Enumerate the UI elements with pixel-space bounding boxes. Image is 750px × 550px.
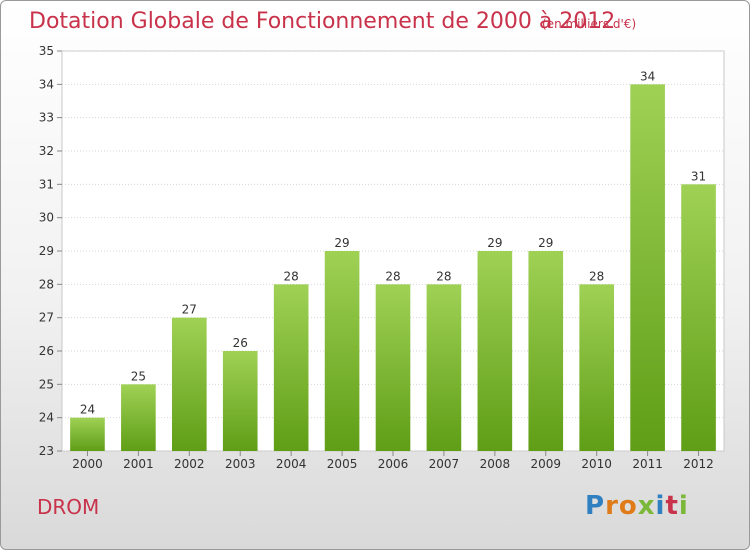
chart-title: Dotation Globale de Fonctionnement de 20… — [29, 9, 616, 34]
y-tick-label: 27 — [39, 311, 54, 325]
x-tick-label-2009: 2009 — [530, 457, 561, 471]
bar-2011 — [630, 84, 665, 451]
x-tick-label-2010: 2010 — [581, 457, 612, 471]
y-tick-label: 25 — [39, 377, 54, 391]
x-tick-label-2005: 2005 — [327, 457, 358, 471]
x-tick-label-2007: 2007 — [429, 457, 460, 471]
data-label-2003: 26 — [233, 336, 248, 350]
bar-2004 — [273, 284, 309, 451]
data-label-2008: 29 — [487, 236, 502, 250]
bars: 24 25 27 26 28 29 28 28 29 29 28 34 31 — [70, 69, 716, 452]
x-tick-label-2000: 2000 — [72, 457, 103, 471]
x-tick-label-2003: 2003 — [225, 457, 256, 471]
y-tick-label: 31 — [39, 177, 54, 191]
y-tick-label: 29 — [39, 244, 54, 258]
y-tick-label: 28 — [39, 277, 54, 291]
logo-letter: i — [678, 491, 689, 521]
logo-letter: P — [585, 491, 606, 521]
bar-2009 — [528, 251, 564, 451]
logo-letter: i — [655, 491, 666, 521]
y-tick-label: 26 — [39, 344, 54, 358]
logo-letter: o — [618, 491, 638, 521]
x-tick-label-2001: 2001 — [123, 457, 154, 471]
commune-name: DROM — [37, 495, 100, 519]
y-axis: 23 24 25 26 27 28 29 30 31 32 33 34 35 — [39, 44, 62, 458]
data-label-2007: 28 — [436, 269, 451, 283]
y-tick-label: 35 — [39, 44, 54, 58]
bar-2002 — [171, 317, 207, 451]
data-label-2002: 27 — [182, 303, 197, 317]
proxiti-logo[interactable]: Proxiti — [585, 491, 689, 521]
y-tick-label: 30 — [39, 211, 54, 225]
data-label-2001: 25 — [131, 369, 146, 383]
bar-2010 — [579, 284, 615, 451]
bar-2006 — [375, 284, 411, 451]
data-label-2006: 28 — [385, 269, 400, 283]
bar-2007 — [426, 284, 462, 451]
x-tick-label-2002: 2002 — [174, 457, 205, 471]
data-label-2005: 29 — [334, 236, 349, 250]
y-tick-label: 32 — [39, 144, 54, 158]
bar-2001 — [121, 384, 156, 451]
logo-letter: t — [665, 491, 679, 521]
data-label-2009: 29 — [538, 236, 553, 250]
x-tick-label-2008: 2008 — [480, 457, 511, 471]
logo-letter: r — [605, 491, 619, 521]
data-label-2010: 28 — [589, 269, 604, 283]
data-label-2004: 28 — [284, 269, 299, 283]
x-tick-label-2006: 2006 — [378, 457, 409, 471]
bar-2005 — [324, 251, 360, 451]
logo-letter: x — [637, 491, 656, 521]
y-tick-label: 24 — [39, 411, 54, 425]
chart-subtitle: (en milliers d'€) — [542, 17, 637, 31]
data-label-2000: 24 — [80, 403, 95, 417]
bar-2012 — [681, 184, 716, 452]
x-tick-label-2012: 2012 — [683, 457, 714, 471]
x-tick-label-2004: 2004 — [276, 457, 307, 471]
bar-2000 — [70, 417, 105, 451]
x-tick-label-2011: 2011 — [632, 457, 663, 471]
x-axis: 2000 2001 2002 2003 2004 2005 2006 2007 2008 2009… — [72, 451, 714, 471]
y-tick-label: 33 — [39, 111, 54, 125]
bar-2003 — [222, 351, 258, 451]
y-tick-label: 23 — [39, 444, 54, 458]
y-tick-label: 34 — [39, 77, 54, 91]
bar-2008 — [477, 251, 513, 451]
data-label-2012: 31 — [691, 169, 706, 183]
data-label-2011: 34 — [640, 69, 655, 83]
